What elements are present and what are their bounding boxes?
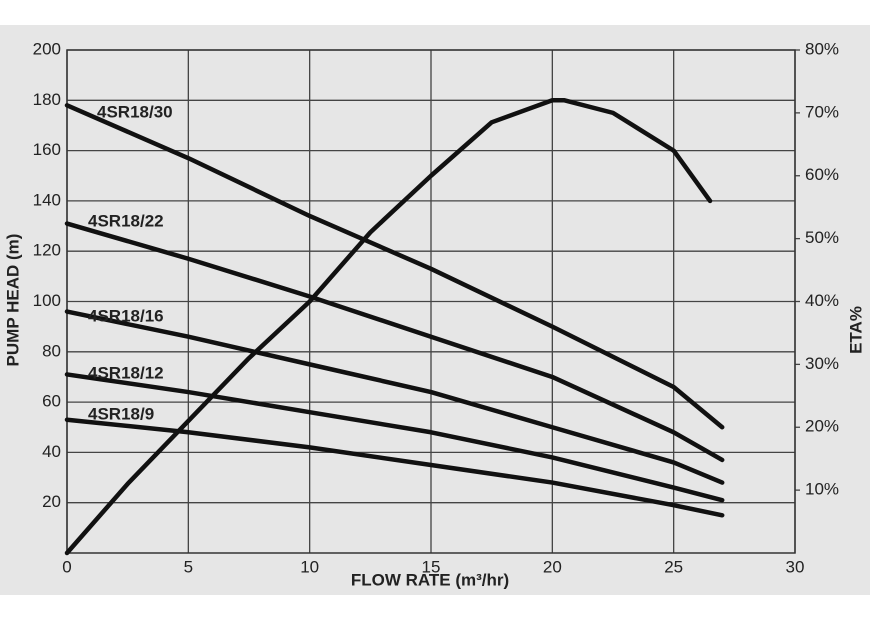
y2-axis-title: ETA% (846, 306, 865, 354)
x-tick-label: 25 (664, 557, 683, 576)
series-label: 4SR18/12 (88, 363, 164, 382)
y2-tick-label: 50% (805, 228, 839, 247)
y-axis-title: PUMP HEAD (m) (3, 234, 22, 367)
x-tick-label: 15 (422, 557, 441, 576)
line (64, 309, 725, 485)
x-tick-label: 20 (543, 557, 562, 576)
y2-tick-label: 10% (805, 480, 839, 499)
y2-tick-label: 70% (805, 102, 839, 121)
y-tick-label: 60 (42, 392, 61, 411)
plot-border (66, 49, 796, 554)
series-label: 4SR18/30 (97, 102, 173, 121)
x-tick-label: 10 (300, 557, 319, 576)
y-tick-label: 100 (33, 291, 61, 310)
y-tick-label: 140 (33, 190, 61, 209)
x-tick-label: 30 (786, 557, 805, 576)
y2-tick-label: 30% (805, 354, 839, 373)
line (64, 417, 725, 518)
x-tick-label: 0 (62, 557, 71, 576)
line (64, 221, 725, 463)
y-tick-label: 20 (42, 492, 61, 511)
line (64, 103, 725, 430)
y-tick-label: 40 (42, 442, 61, 461)
y2-tick-label: 20% (805, 417, 839, 436)
series-label: 4SR18/22 (88, 211, 164, 230)
y-tick-label: 200 (33, 39, 61, 58)
y2-tick-label: 80% (805, 39, 839, 58)
background (0, 25, 870, 595)
y2-tick-label: 60% (805, 165, 839, 184)
x-tick-label: 5 (184, 557, 193, 576)
line (64, 98, 713, 556)
y-tick-label: 160 (33, 140, 61, 159)
y-tick-label: 180 (33, 90, 61, 109)
line (64, 372, 725, 503)
series-label: 4SR18/9 (88, 404, 154, 423)
y-tick-label: 80 (42, 341, 61, 360)
series-label: 4SR18/16 (88, 306, 164, 325)
x-axis-title: FLOW RATE (m³/hr) (351, 570, 509, 589)
y-tick-label: 120 (33, 241, 61, 260)
y2-tick-label: 40% (805, 291, 839, 310)
